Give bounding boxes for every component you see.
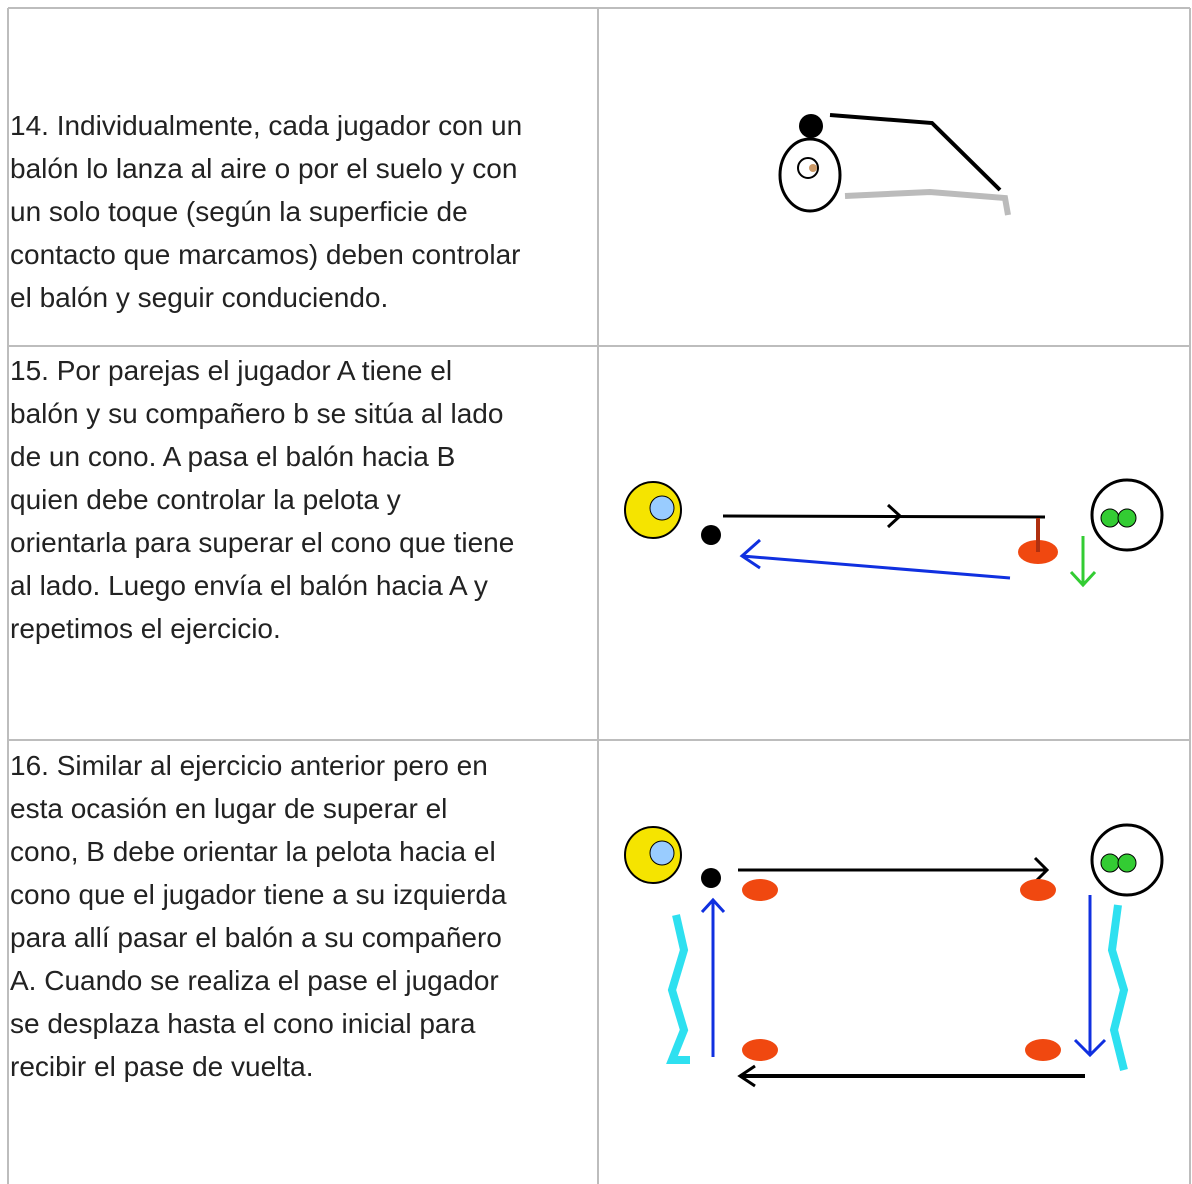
cell-text-line: balón lo lanza al aire o por el suelo y … [10, 153, 518, 184]
cell-text-line: el balón y seguir conduciendo. [10, 282, 389, 313]
cell-text-line: 16. Similar al ejercicio anterior pero e… [10, 750, 488, 781]
cell-text-line: recibir el pase de vuelta. [10, 1051, 314, 1082]
cell-text-line: 15. Por parejas el jugador A tiene el [10, 355, 453, 386]
cell-text-line: para allí pasar el balón a su compañero [10, 922, 502, 953]
cell-text-line: esta ocasión en lugar de superar el [10, 793, 448, 824]
cell-text-line: de un cono. A pasa el balón hacia B [10, 441, 456, 472]
drawing-16 [624, 823, 1164, 1088]
table-borders [7, 7, 1191, 1184]
cell-text-line: cono que el jugador tiene a su izquierda [10, 879, 507, 910]
cell-text-line: cono, B debe orientar la pelota hacia el [10, 836, 496, 867]
cell-text-line: repetimos el ejercicio. [10, 613, 281, 644]
cell-text-line: un solo toque (según la superficie de [10, 196, 468, 227]
cell-text-line: orientarla para superar el cono que tien… [10, 527, 515, 558]
cell-text-line: al lado. Luego envía el balón hacia A y [10, 570, 488, 601]
drawing-14 [778, 113, 1011, 216]
cell-text-line: A. Cuando se realiza el pase el jugador [10, 965, 499, 996]
cell-text-line: contacto que marcamos) deben controlar [10, 239, 521, 270]
drawing-15 [624, 478, 1164, 588]
cell-text-line: quien debe controlar la pelota y [10, 484, 401, 515]
cell-text-line: balón y su compañero b se sitúa al lado [10, 398, 504, 429]
cell-text-line: 14. Individualmente, cada jugador con un [10, 110, 523, 141]
cell-text-line: se desplaza hasta el cono inicial para [10, 1008, 476, 1039]
